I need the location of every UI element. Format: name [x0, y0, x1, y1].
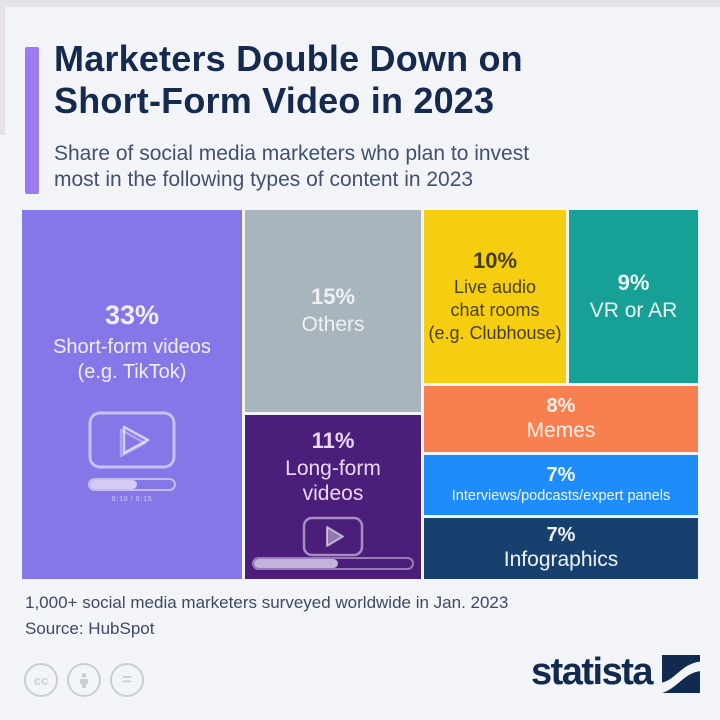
source-credit: Source: HubSpot [25, 619, 155, 638]
cc-by-icon[interactable] [67, 663, 101, 697]
left-edge-strip [0, 0, 5, 135]
page-title-line2: Short-Form Video in 2023 [54, 80, 495, 122]
cc-nd-icon[interactable]: = [110, 663, 144, 697]
live-audio-label-line2: chat rooms [450, 299, 540, 320]
long-form-percent: 11% [311, 427, 355, 453]
block-memes: 8% Memes [424, 386, 698, 452]
long-form-label-line2: videos [302, 482, 364, 506]
infographics-label: Infographics [503, 548, 619, 572]
statista-wordmark: statista [530, 651, 654, 693]
block-others: 15% Others [245, 210, 421, 412]
title-accent-bar [25, 47, 39, 194]
page-subtitle-line1: Share of social media marketers who plan… [54, 142, 530, 165]
cc-nd-label: = [122, 669, 132, 689]
block-live-audio: 10% Live audio chat rooms (e.g. Clubhous… [424, 210, 566, 383]
live-audio-percent: 10% [472, 247, 518, 273]
video-player-icon-small [302, 516, 364, 557]
treemap-right-top-row: 10% Live audio chat rooms (e.g. Clubhous… [424, 210, 698, 383]
video-player-icon [88, 411, 176, 469]
others-percent: 15% [310, 284, 356, 310]
video-progress-bar-long [252, 557, 414, 570]
memes-label: Memes [526, 418, 596, 442]
treemap-right-column: 10% Live audio chat rooms (e.g. Clubhous… [424, 210, 698, 579]
top-edge-strip [0, 0, 720, 7]
video-progress-bar [88, 478, 176, 491]
live-audio-label-line3: (e.g. Clubhouse) [428, 323, 562, 344]
long-form-label-line1: Long-form [285, 456, 381, 480]
short-form-percent: 33% [104, 300, 160, 330]
statista-mark-icon [662, 655, 700, 693]
short-form-label: Short-form videos [53, 336, 211, 358]
memes-percent: 8% [546, 394, 576, 417]
others-label: Others [301, 313, 365, 337]
survey-note: 1,000+ social media marketers surveyed w… [25, 593, 509, 612]
block-interviews: 7% Interviews/podcasts/expert panels [424, 455, 698, 515]
video-timestamp: 0:10 / 0:15 [111, 496, 153, 503]
video-player-widget: 0:10 / 0:15 [88, 411, 176, 503]
page-title-line1: Marketers Double Down on [54, 38, 523, 79]
block-short-form-videos: 33% Short-form videos (e.g. TikTok) 0:10… [22, 210, 242, 579]
infographics-percent: 7% [546, 524, 576, 547]
block-infographics: 7% Infographics [424, 518, 698, 579]
block-long-form-videos: 11% Long-form videos [245, 414, 421, 579]
treemap-middle-column: 15% Others 11% Long-form videos [245, 210, 421, 579]
interviews-percent: 7% [546, 464, 576, 487]
vr-ar-label: VR or AR [589, 298, 678, 322]
interviews-label: Interviews/podcasts/expert panels [451, 488, 671, 505]
page-title: Marketers Double Down on Short-Form Vide… [54, 38, 523, 122]
person-icon [80, 672, 88, 688]
short-form-sublabel: (e.g. TikTok) [77, 361, 187, 383]
page-subtitle-line2: most in the following types of content i… [54, 168, 474, 192]
cc-license-row: cc = [24, 663, 144, 697]
vr-ar-percent: 9% [617, 269, 650, 295]
treemap-chart: 33% Short-form videos (e.g. TikTok) 0:10… [22, 210, 698, 579]
cc-license-icon[interactable]: cc [24, 663, 58, 697]
live-audio-label-line1: Live audio [453, 276, 537, 297]
statista-logo[interactable]: statista [531, 653, 700, 695]
page-subtitle: Share of social media marketers who plan… [54, 141, 529, 194]
block-vr-ar: 9% VR or AR [569, 210, 698, 383]
cc-license-label: cc [33, 672, 49, 688]
